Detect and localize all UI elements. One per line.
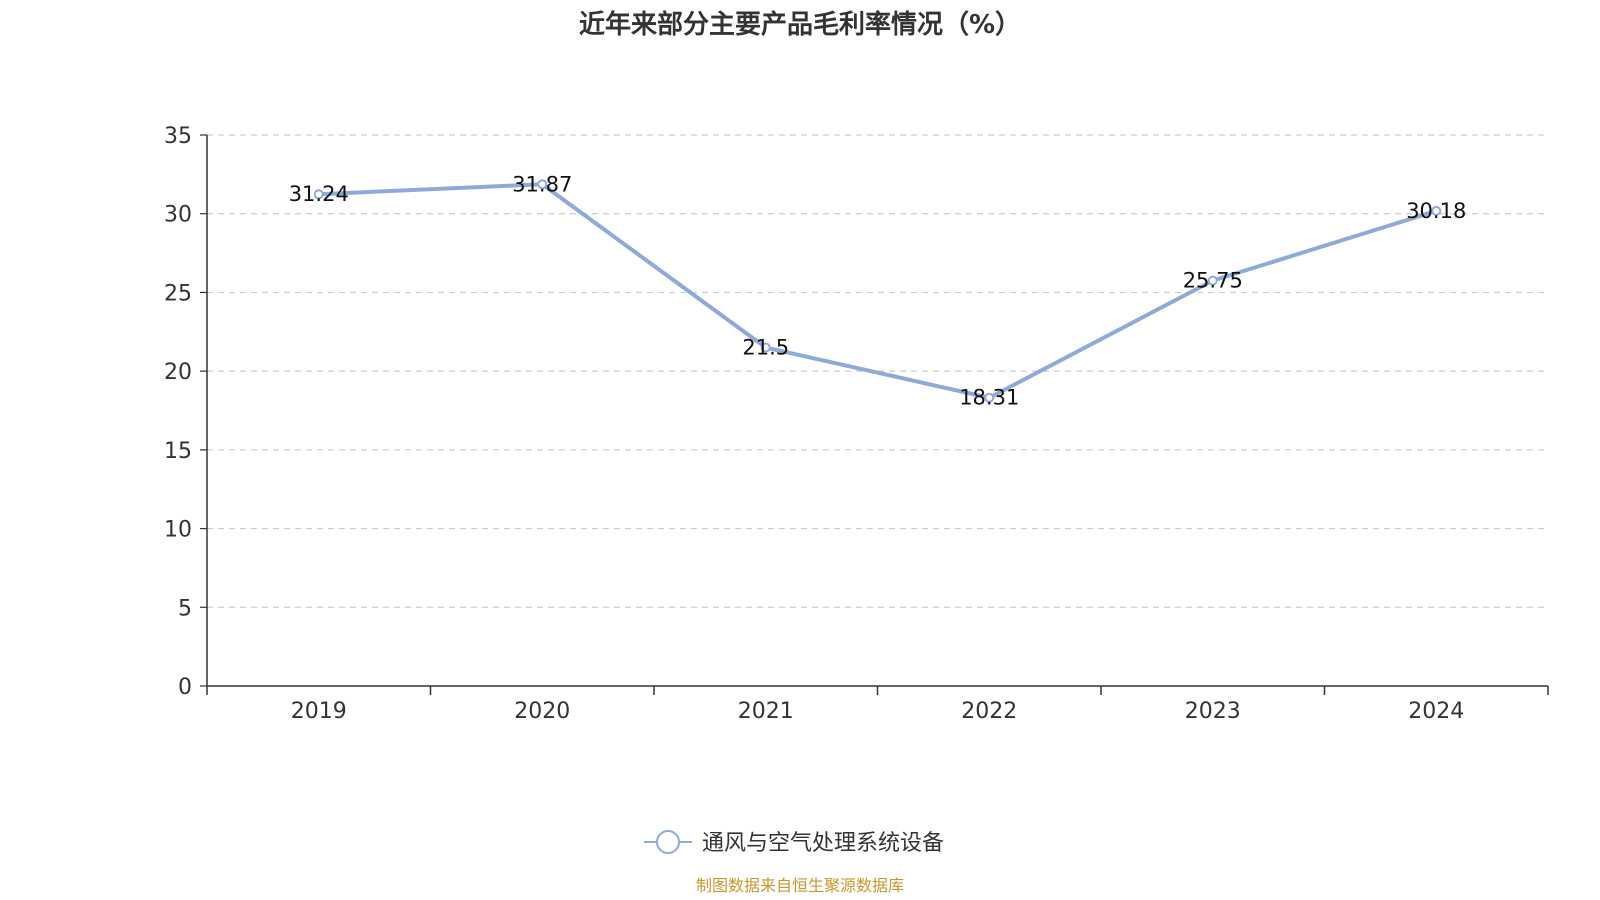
data-point[interactable] xyxy=(313,189,324,200)
y-tick-label: 0 xyxy=(178,675,192,700)
x-tick-label: 2020 xyxy=(514,699,570,724)
data-point[interactable] xyxy=(984,392,995,403)
data-point[interactable] xyxy=(1431,205,1442,216)
series-line xyxy=(318,182,1437,400)
y-tick-label: 10 xyxy=(164,518,192,543)
data-labels: 31.24 31.87 21.5 18.31 25.75 30.18 xyxy=(289,172,1467,409)
y-tick-label: 25 xyxy=(164,281,192,306)
grid-lines xyxy=(207,134,1548,608)
data-point[interactable] xyxy=(537,179,548,190)
y-tick-label: 20 xyxy=(164,360,192,385)
x-tick-label: 2023 xyxy=(1185,699,1241,724)
data-label: 18.31 xyxy=(959,386,1019,410)
data-label: 31.87 xyxy=(512,172,572,196)
data-label: 25.75 xyxy=(1183,269,1243,293)
y-tick-label: 5 xyxy=(178,596,192,621)
data-label: 21.5 xyxy=(742,336,789,360)
legend-circle-marker xyxy=(656,830,680,854)
data-point[interactable] xyxy=(1207,275,1218,286)
data-label: 30.18 xyxy=(1406,199,1466,223)
x-tick-label: 2019 xyxy=(291,699,347,724)
y-tick-label: 35 xyxy=(164,124,192,149)
data-point[interactable] xyxy=(760,342,771,353)
y-tick-label: 30 xyxy=(164,203,192,228)
legend-label: 通风与空气处理系统设备 xyxy=(702,831,944,856)
legend[interactable]: 通风与空气处理系统设备 xyxy=(644,830,944,856)
chart-title: 近年来部分主要产品毛利率情况（%） xyxy=(579,9,1021,40)
data-label: 31.24 xyxy=(289,182,349,206)
x-tick-label: 2021 xyxy=(738,699,794,724)
x-tick-label: 2024 xyxy=(1408,699,1464,724)
x-tick-label: 2022 xyxy=(961,699,1017,724)
source-note: 制图数据来自恒生聚源数据库 xyxy=(696,876,904,895)
series-layer xyxy=(313,179,1442,403)
axes: 0 5 10 15 20 25 30 35 2019 2020 2021 2022 2023 2024 xyxy=(164,124,1549,724)
y-tick-label: 15 xyxy=(164,439,192,464)
